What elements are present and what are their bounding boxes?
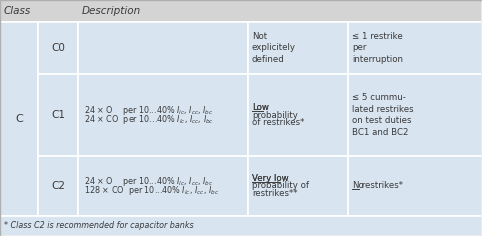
Text: Not
explicitely
defined: Not explicitely defined <box>252 32 296 64</box>
Text: ≤ 1 restrike
per
interruption: ≤ 1 restrike per interruption <box>352 32 403 64</box>
Text: of restrikes*: of restrikes* <box>252 118 304 127</box>
Text: C0: C0 <box>51 43 65 53</box>
Text: C: C <box>15 114 23 124</box>
Bar <box>0 216 482 236</box>
Text: ≤ 5 cummu-
lated restrikes
on test duties
BC1 and BC2: ≤ 5 cummu- lated restrikes on test dutie… <box>352 93 414 137</box>
Text: C2: C2 <box>51 181 65 191</box>
Text: Low: Low <box>252 103 269 112</box>
Bar <box>38 74 78 156</box>
Text: Low: Low <box>252 103 269 112</box>
Text: Very low: Very low <box>252 174 289 183</box>
Bar <box>0 0 482 22</box>
Text: restrikes*: restrikes* <box>359 181 403 190</box>
Text: No: No <box>352 181 364 190</box>
Bar <box>78 74 248 156</box>
Bar <box>38 22 78 74</box>
Bar <box>248 156 348 216</box>
Text: probability of: probability of <box>252 181 309 190</box>
Bar <box>78 156 248 216</box>
Text: Class: Class <box>4 6 31 16</box>
Text: Description: Description <box>82 6 141 16</box>
Text: C1: C1 <box>51 110 65 120</box>
Bar <box>38 156 78 216</box>
Bar <box>248 22 348 74</box>
Text: restrikes**: restrikes** <box>252 189 297 198</box>
Bar <box>0 22 38 216</box>
Text: 24 × CO  per 10...40% $I_{lc}$, $I_{cc}$, $I_{bc}$: 24 × CO per 10...40% $I_{lc}$, $I_{cc}$,… <box>84 113 214 126</box>
Bar <box>348 156 482 216</box>
Bar <box>78 22 248 74</box>
Bar <box>348 74 482 156</box>
Text: 24 × O    per 10...40% $I_{lc}$, $I_{cc}$, $I_{bc}$: 24 × O per 10...40% $I_{lc}$, $I_{cc}$, … <box>84 175 214 188</box>
Bar <box>248 74 348 156</box>
Text: Very low: Very low <box>252 174 289 183</box>
Text: probability: probability <box>252 110 298 119</box>
Text: * Class C2 is recommended for capacitor banks: * Class C2 is recommended for capacitor … <box>4 222 194 231</box>
Text: 128 × CO  per 10...40% $I_{lc}$, $I_{cc}$, $I_{bc}$: 128 × CO per 10...40% $I_{lc}$, $I_{cc}$… <box>84 184 219 197</box>
Bar <box>348 22 482 74</box>
Text: 24 × O    per 10...40% $I_{lc}$, $I_{cc}$, $I_{bc}$: 24 × O per 10...40% $I_{lc}$, $I_{cc}$, … <box>84 104 214 117</box>
